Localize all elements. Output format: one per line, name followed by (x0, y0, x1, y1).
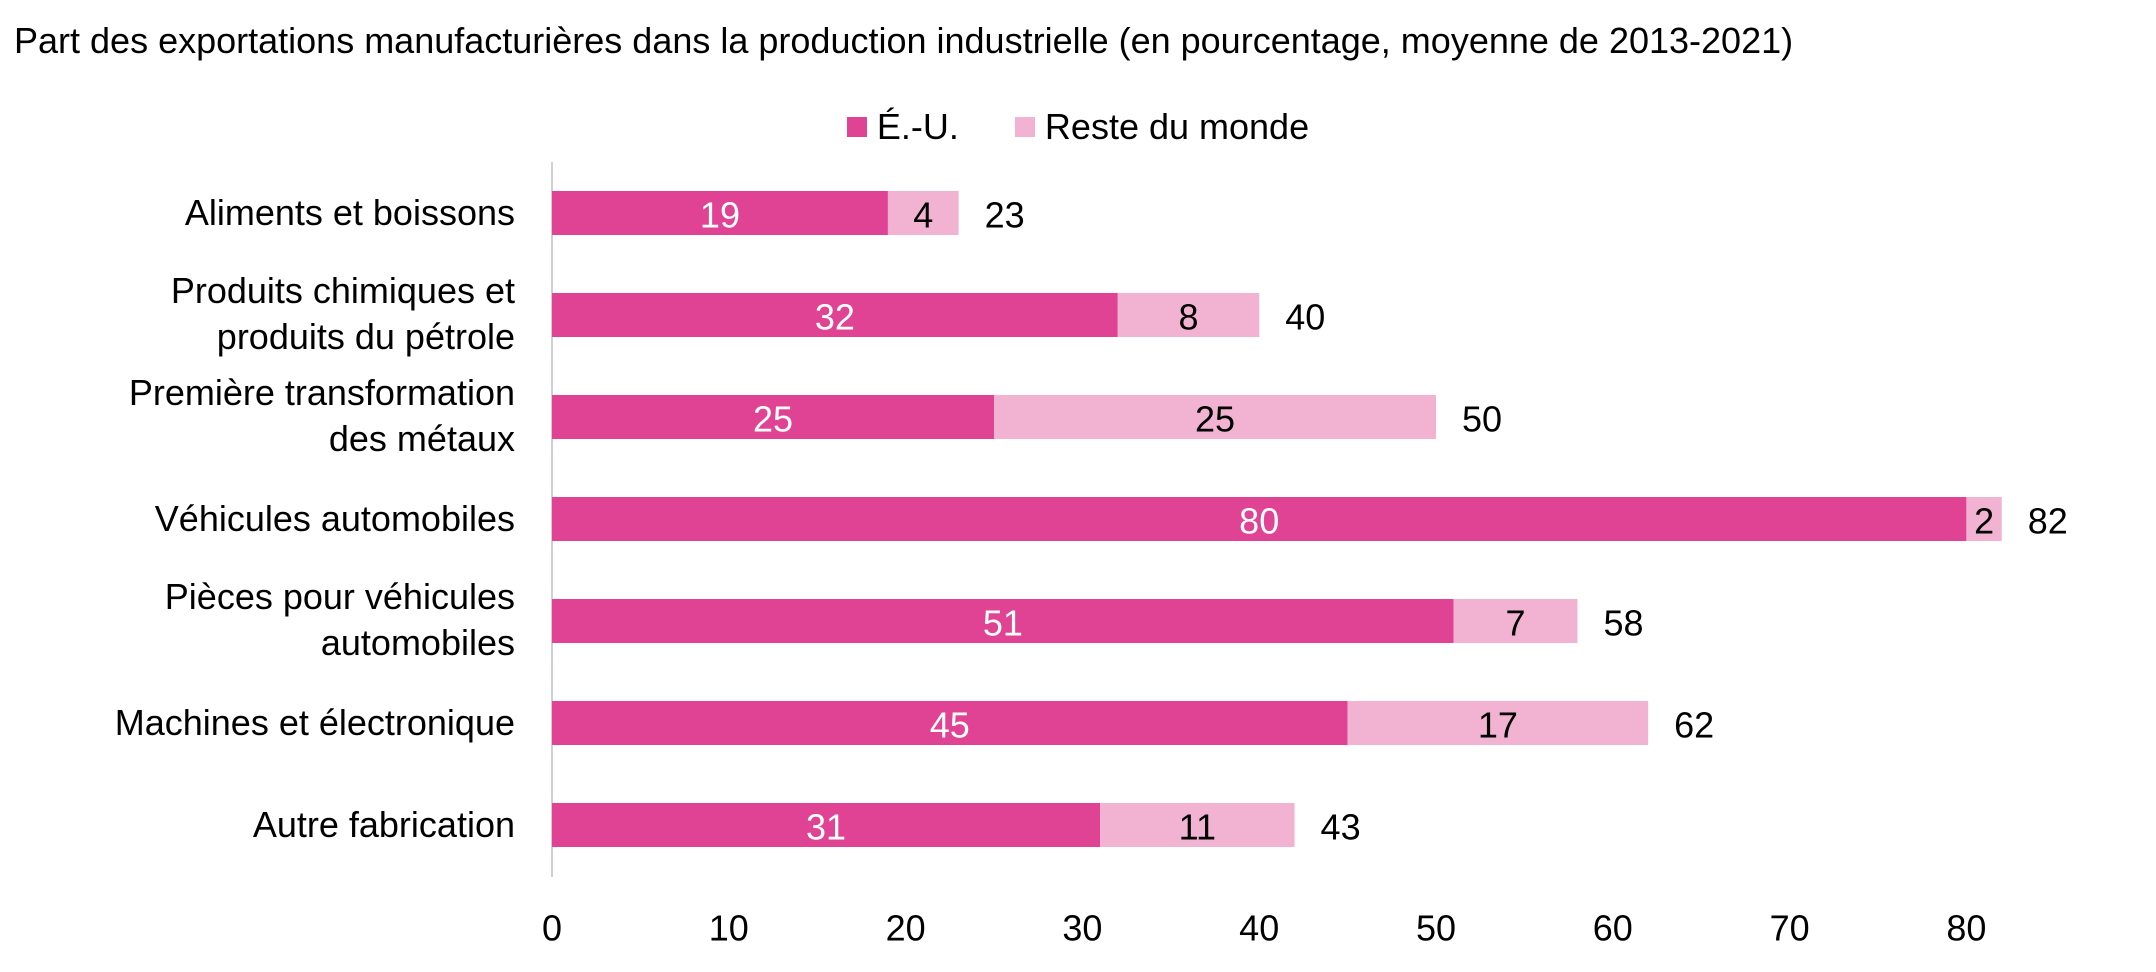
category-label: Aliments et boissons (185, 192, 515, 233)
data-label-rest-of-world: 25 (1195, 399, 1235, 440)
total-label: 23 (985, 195, 1025, 236)
total-label: 43 (1321, 807, 1361, 848)
data-label-us: 31 (806, 807, 846, 848)
x-tick-label-80: 80 (1946, 908, 1986, 949)
x-tick-label-70: 70 (1770, 908, 1810, 949)
x-tick-label-20: 20 (886, 908, 926, 949)
bar-rest-of-world (1453, 599, 1578, 643)
data-label-rest-of-world: 4 (913, 195, 933, 236)
data-label-us: 51 (983, 603, 1023, 644)
category-label: Produits chimiques et produits du pétrole (171, 270, 515, 357)
bar-rest-of-world (887, 191, 959, 235)
bar-rest-of-world (994, 395, 1436, 439)
data-label-rest-of-world: 2 (1974, 501, 1994, 542)
bar-us (552, 395, 994, 439)
total-label: 58 (1603, 603, 1643, 644)
bar-rest-of-world (1347, 701, 1649, 745)
bar-us (552, 191, 888, 235)
category-label: Première transformation des métaux (129, 372, 515, 459)
bar-us (552, 701, 1348, 745)
bar-us (552, 293, 1118, 337)
bar-rest-of-world (1117, 293, 1260, 337)
bar-rest-of-world (1100, 803, 1295, 847)
total-label: 82 (2028, 501, 2068, 542)
x-tick-label-10: 10 (709, 908, 749, 949)
data-label-us: 45 (930, 705, 970, 746)
bar-us (552, 803, 1101, 847)
category-label: Véhicules automobiles (155, 498, 515, 539)
x-tick-label-40: 40 (1239, 908, 1279, 949)
total-label: 40 (1285, 297, 1325, 338)
total-label: 62 (1674, 705, 1714, 746)
total-label: 50 (1462, 399, 1502, 440)
bar-rest-of-world (1966, 497, 2002, 541)
data-label-us: 32 (815, 297, 855, 338)
legend-label-rest-of-world: Reste du monde (1044, 106, 1310, 147)
data-label-rest-of-world: 7 (1506, 603, 1526, 644)
x-tick-label-50: 50 (1416, 908, 1456, 949)
legend-item-rest-of-world: Reste du monde (1014, 106, 1310, 148)
x-tick-label-60: 60 (1593, 908, 1633, 949)
legend-swatch-us (846, 117, 867, 137)
data-label-rest-of-world: 11 (1179, 807, 1216, 848)
legend-item-us: É.-U. (846, 106, 959, 148)
bar-us (552, 599, 1454, 643)
category-label: Machines et électronique (115, 702, 515, 743)
legend: É.-U. Reste du monde (0, 102, 2156, 152)
data-label-rest-of-world: 17 (1478, 705, 1518, 746)
chart-title: Part des exportations manufacturières da… (14, 20, 1794, 61)
bar-us (552, 497, 1967, 541)
data-label-us: 80 (1239, 501, 1279, 542)
data-label-us: 25 (753, 399, 793, 440)
category-label: Autre fabrication (253, 804, 515, 845)
category-label: Pièces pour véhicules automobiles (165, 576, 515, 663)
data-label-rest-of-world: 8 (1178, 297, 1198, 338)
x-tick-label-0: 0 (542, 908, 562, 949)
legend-swatch-rest-of-world (1014, 117, 1035, 137)
data-label-us: 19 (700, 195, 740, 236)
x-tick-label-30: 30 (1062, 908, 1102, 949)
legend-label-us: É.-U. (876, 106, 959, 147)
